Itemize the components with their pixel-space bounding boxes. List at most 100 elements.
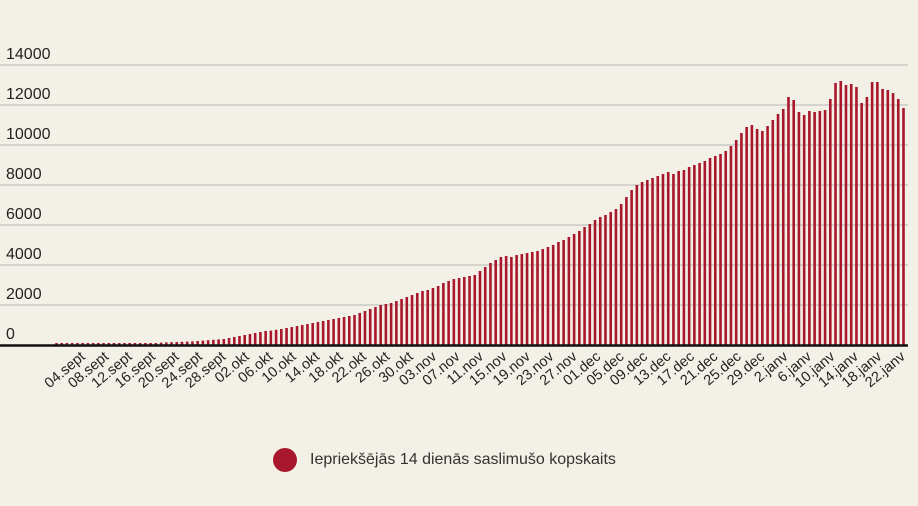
bar: [212, 339, 215, 345]
bar: [60, 343, 64, 345]
bar: [81, 343, 84, 345]
y-tick-label: 4000: [6, 246, 42, 263]
bar: [269, 330, 273, 345]
bar: [640, 182, 644, 345]
bar: [400, 299, 403, 345]
bar: [112, 343, 116, 345]
bar: [468, 276, 471, 345]
bar: [651, 178, 654, 345]
bar: [379, 305, 382, 345]
bar: [358, 313, 362, 345]
bar: [374, 307, 377, 345]
bar: [541, 249, 545, 345]
bar: [724, 151, 728, 345]
bar: [473, 275, 477, 345]
bar: [415, 293, 419, 345]
y-tick-label: 6000: [6, 206, 42, 223]
bar: [494, 260, 497, 345]
bar: [149, 343, 152, 345]
bar: [363, 311, 367, 345]
bar: [588, 224, 592, 345]
bar: [217, 339, 220, 345]
bar: [196, 341, 199, 345]
bar: [290, 327, 294, 345]
bar: [405, 297, 409, 345]
bar: [117, 343, 121, 345]
y-tick-label: 14000: [6, 46, 51, 63]
bar: [483, 267, 487, 345]
bar: [180, 341, 184, 345]
bar: [849, 84, 853, 345]
bar: [123, 343, 126, 345]
legend: Iepriekšējās 14 dienās saslimušo kopskai…: [273, 446, 616, 474]
bar: [457, 278, 461, 345]
bar: [442, 283, 445, 345]
bar: [792, 100, 795, 345]
bar: [750, 125, 754, 345]
bar: [802, 115, 806, 345]
bar: [619, 204, 623, 345]
bar: [713, 156, 717, 345]
bar: [274, 329, 278, 345]
bar: [76, 343, 79, 345]
bar: [311, 323, 314, 345]
bar: [316, 322, 320, 345]
legend-label: Iepriekšējās 14 dienās saslimušo kopskai…: [310, 451, 616, 468]
bar: [264, 331, 267, 345]
bar: [787, 97, 790, 345]
bar: [771, 120, 775, 345]
bar: [191, 341, 194, 345]
bar: [677, 171, 680, 345]
bar: [384, 304, 388, 345]
bar: [243, 335, 247, 345]
bar: [876, 82, 879, 345]
bar: [734, 140, 738, 345]
bar: [687, 167, 691, 345]
bar: [321, 321, 325, 345]
bar: [562, 240, 565, 345]
bar: [300, 325, 304, 345]
bar: [165, 342, 168, 345]
bar: [902, 108, 905, 345]
bar: [609, 212, 613, 345]
bar: [630, 190, 633, 345]
bar: [410, 295, 414, 345]
bar: [656, 176, 660, 345]
y-tick-label: 2000: [6, 286, 42, 303]
bar: [520, 254, 524, 345]
bar: [546, 247, 550, 345]
bar: [128, 343, 131, 345]
bar: [170, 342, 173, 345]
bar: [719, 154, 722, 345]
bar: [740, 133, 743, 345]
bar: [844, 85, 848, 345]
bar: [280, 329, 283, 345]
bar: [499, 257, 503, 345]
bar: [870, 82, 874, 345]
bar: [797, 112, 801, 345]
bar: [447, 281, 450, 345]
bar: [368, 309, 372, 345]
bar: [886, 90, 890, 345]
bar: [395, 301, 398, 345]
y-tick-label: 10000: [6, 126, 51, 143]
bar: [232, 337, 236, 345]
bar: [635, 185, 639, 345]
bar: [781, 109, 785, 345]
bar: [551, 245, 555, 345]
bar: [755, 129, 759, 345]
bar: [295, 326, 299, 345]
bar: [891, 93, 895, 345]
bar: [332, 319, 335, 345]
bar: [154, 343, 158, 345]
bar: [583, 227, 586, 345]
bar: [327, 320, 330, 345]
bar: [776, 114, 780, 345]
bar: [285, 328, 288, 345]
bar: [818, 111, 822, 345]
bar: [389, 303, 393, 345]
bar: [222, 339, 226, 345]
bar: [133, 343, 137, 345]
bar: [682, 170, 686, 345]
